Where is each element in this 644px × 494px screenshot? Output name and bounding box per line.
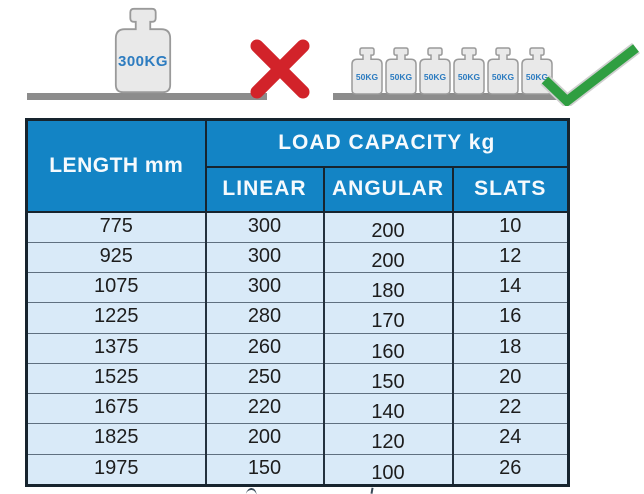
weight-icon <box>487 47 519 95</box>
cell-linear: 200 <box>204 423 325 455</box>
weight-50kg: 50KG <box>487 47 519 95</box>
cell-angular: 120 <box>322 423 454 455</box>
cell-linear: 280 <box>204 302 325 334</box>
weight-50kg: 50KG <box>385 47 417 95</box>
cell-slats: 16 <box>451 302 570 334</box>
cell-length: 1975 <box>25 453 207 487</box>
weight-50kg-label: 50KG <box>389 72 413 82</box>
weight-50kg-label: 50KG <box>457 72 481 82</box>
table-row: 1825 200 120 24 <box>25 423 570 455</box>
weight-300kg-label: 300KG <box>117 53 169 70</box>
cell-slats: 12 <box>451 241 570 274</box>
table-row: 925 300 200 12 <box>25 241 570 274</box>
weight-icon <box>385 47 417 95</box>
weight-50kg-label: 50KG <box>423 72 447 82</box>
cell-length: 1225 <box>25 302 207 334</box>
cell-angular: 200 <box>322 241 454 274</box>
header-length: LENGTH mm <box>25 118 207 213</box>
header-angular: ANGULAR <box>322 165 454 213</box>
weight-icon <box>351 47 383 95</box>
cell-slats: 14 <box>451 272 570 304</box>
cell-slats: 18 <box>451 332 570 364</box>
cell-linear: 300 <box>204 211 325 243</box>
cell-slats: 20 <box>451 362 570 395</box>
cell-slats: 22 <box>451 393 570 425</box>
weight-50kg: 50KG <box>351 47 383 95</box>
cell-length: 1675 <box>25 393 207 425</box>
weight-50kg-label: 50KG <box>355 72 379 82</box>
table-row: 1375 260 160 18 <box>25 332 570 364</box>
table-row: 1975 150 100 26 <box>25 453 570 487</box>
cell-angular: 150 <box>322 362 454 395</box>
weight-50kg: 50KG <box>453 47 485 95</box>
weight-icon <box>114 7 172 94</box>
cropped-text-fragment <box>370 487 377 494</box>
weight-50kg-label: 50KG <box>525 72 549 82</box>
cell-length: 1525 <box>25 362 207 395</box>
left-shelf <box>27 93 267 100</box>
weight-icon <box>419 47 451 95</box>
table-row: 775 300 200 10 <box>25 211 570 243</box>
cell-angular: 140 <box>322 393 454 425</box>
cell-slats: 10 <box>451 211 570 243</box>
weight-50kg: 50KG <box>419 47 451 95</box>
table-row: 1225 280 170 16 <box>25 302 570 334</box>
cross-icon <box>250 39 310 99</box>
cell-linear: 300 <box>204 272 325 304</box>
header-linear: LINEAR <box>204 165 325 213</box>
weight-300kg: 300KG <box>114 7 172 94</box>
table-row: 1075 300 180 14 <box>25 272 570 304</box>
cell-linear: 300 <box>204 241 325 274</box>
table-row: 1675 220 140 22 <box>25 393 570 425</box>
table-row: 1525 250 150 20 <box>25 362 570 395</box>
cell-angular: 170 <box>322 302 454 334</box>
cell-length: 1375 <box>25 332 207 364</box>
header-slats: SLATS <box>451 165 570 213</box>
cell-slats: 24 <box>451 423 570 455</box>
cell-slats: 26 <box>451 453 570 487</box>
cell-length: 925 <box>25 241 207 274</box>
check-icon <box>540 42 640 106</box>
cell-linear: 260 <box>204 332 325 364</box>
cell-length: 775 <box>25 211 207 243</box>
load-capacity-table: LENGTH mm LOAD CAPACITY kg LINEAR ANGULA… <box>25 118 570 487</box>
cell-length: 1075 <box>25 272 207 304</box>
cell-length: 1825 <box>25 423 207 455</box>
header-load-capacity: LOAD CAPACITY kg <box>204 118 570 168</box>
cell-linear: 220 <box>204 393 325 425</box>
weight-50kg-label: 50KG <box>491 72 515 82</box>
cropped-text-fragment <box>245 487 258 494</box>
cell-angular: 100 <box>322 453 454 487</box>
right-shelf <box>333 93 579 100</box>
cell-linear: 250 <box>204 362 325 395</box>
weight-icon <box>453 47 485 95</box>
cell-angular: 200 <box>322 211 454 243</box>
cell-angular: 160 <box>322 332 454 364</box>
cell-angular: 180 <box>322 272 454 304</box>
cell-linear: 150 <box>204 453 325 487</box>
